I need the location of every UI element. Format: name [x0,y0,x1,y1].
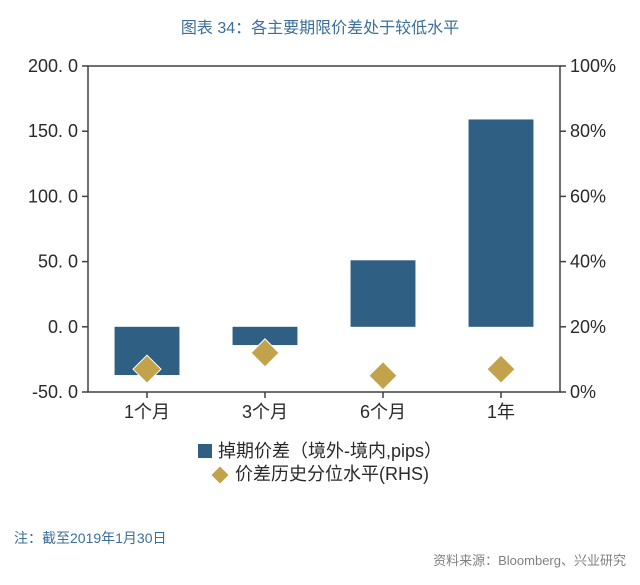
yleft-label: 200. 0 [28,56,78,76]
diamond-marker [487,355,515,383]
bar [351,260,416,327]
yleft-label: 150. 0 [28,121,78,141]
chart-area: -50. 0 0. 0 50. 0 100. 0 150. 0 200. 0 0% 20% 40… [0,42,640,522]
yleft-label: -50. 0 [32,382,78,402]
x-label: 1年 [487,402,515,422]
x-label: 6个月 [360,402,406,422]
yright-label: 40% [570,252,606,272]
chart-footnote: 注：截至2019年1月30日 [0,522,640,548]
bar [469,119,534,326]
diamond-marker [369,362,397,390]
bar-swatch-icon [198,444,212,458]
legend-bar-label: 掉期价差（境外-境内,pips） [218,440,442,463]
legend-bar: 掉期价差（境外-境内,pips） [198,440,442,463]
yleft-label: 50. 0 [38,252,78,272]
yright-label: 0% [570,382,596,402]
yleft-label: 100. 0 [28,186,78,206]
chart-source: 资料来源：Bloomberg、兴业研究 [0,548,640,569]
yright-label: 100% [570,56,616,76]
x-label: 1个月 [124,402,170,422]
chart-legend: 掉期价差（境外-境内,pips） 价差历史分位水平(RHS) [0,440,640,487]
legend-marker-label: 价差历史分位水平(RHS) [235,463,429,486]
yright-label: 80% [570,121,606,141]
x-label: 3个月 [242,402,288,422]
chart-title: 图表 34：各主要期限价差处于较低水平 [0,0,640,38]
yright-label: 20% [570,317,606,337]
diamond-swatch-icon [212,466,229,483]
yright-label: 60% [570,186,606,206]
legend-marker: 价差历史分位水平(RHS) [211,463,429,486]
yleft-label: 0. 0 [48,317,78,337]
